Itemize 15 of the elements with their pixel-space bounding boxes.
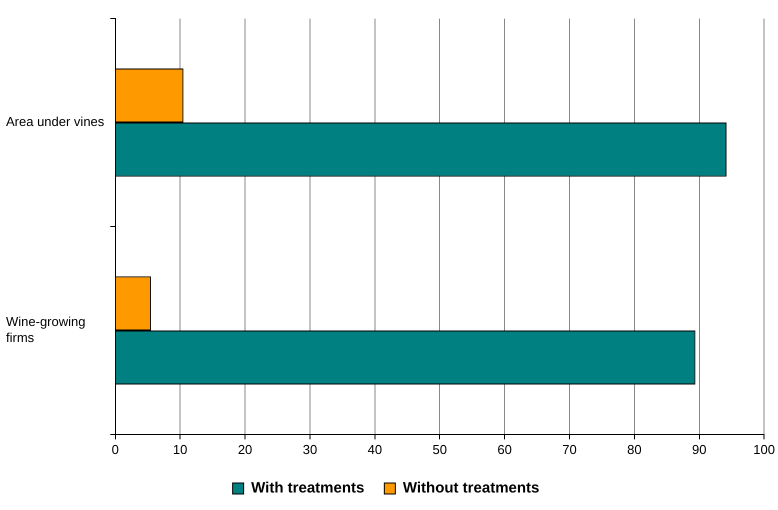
x-tick-label: 70 — [562, 442, 577, 457]
legend-label: Without treatments — [402, 480, 540, 497]
y-tick-label: Wine-growing firms — [6, 314, 86, 345]
x-tick-label: 0 — [112, 442, 119, 457]
x-tick-label: 30 — [302, 442, 318, 457]
x-tick-label: 20 — [238, 442, 252, 457]
x-tick-label: 60 — [497, 442, 512, 457]
x-tick-label: 100 — [753, 442, 776, 457]
x-tick-label: 50 — [432, 442, 447, 457]
legend-label: With treatments — [251, 480, 364, 497]
x-tick-label: 10 — [172, 442, 188, 457]
x-tick-label: 80 — [627, 442, 642, 457]
y-tick-label: Area under vines — [6, 114, 105, 130]
x-tick-label: 40 — [368, 442, 382, 457]
x-tick-label: 90 — [692, 442, 706, 457]
